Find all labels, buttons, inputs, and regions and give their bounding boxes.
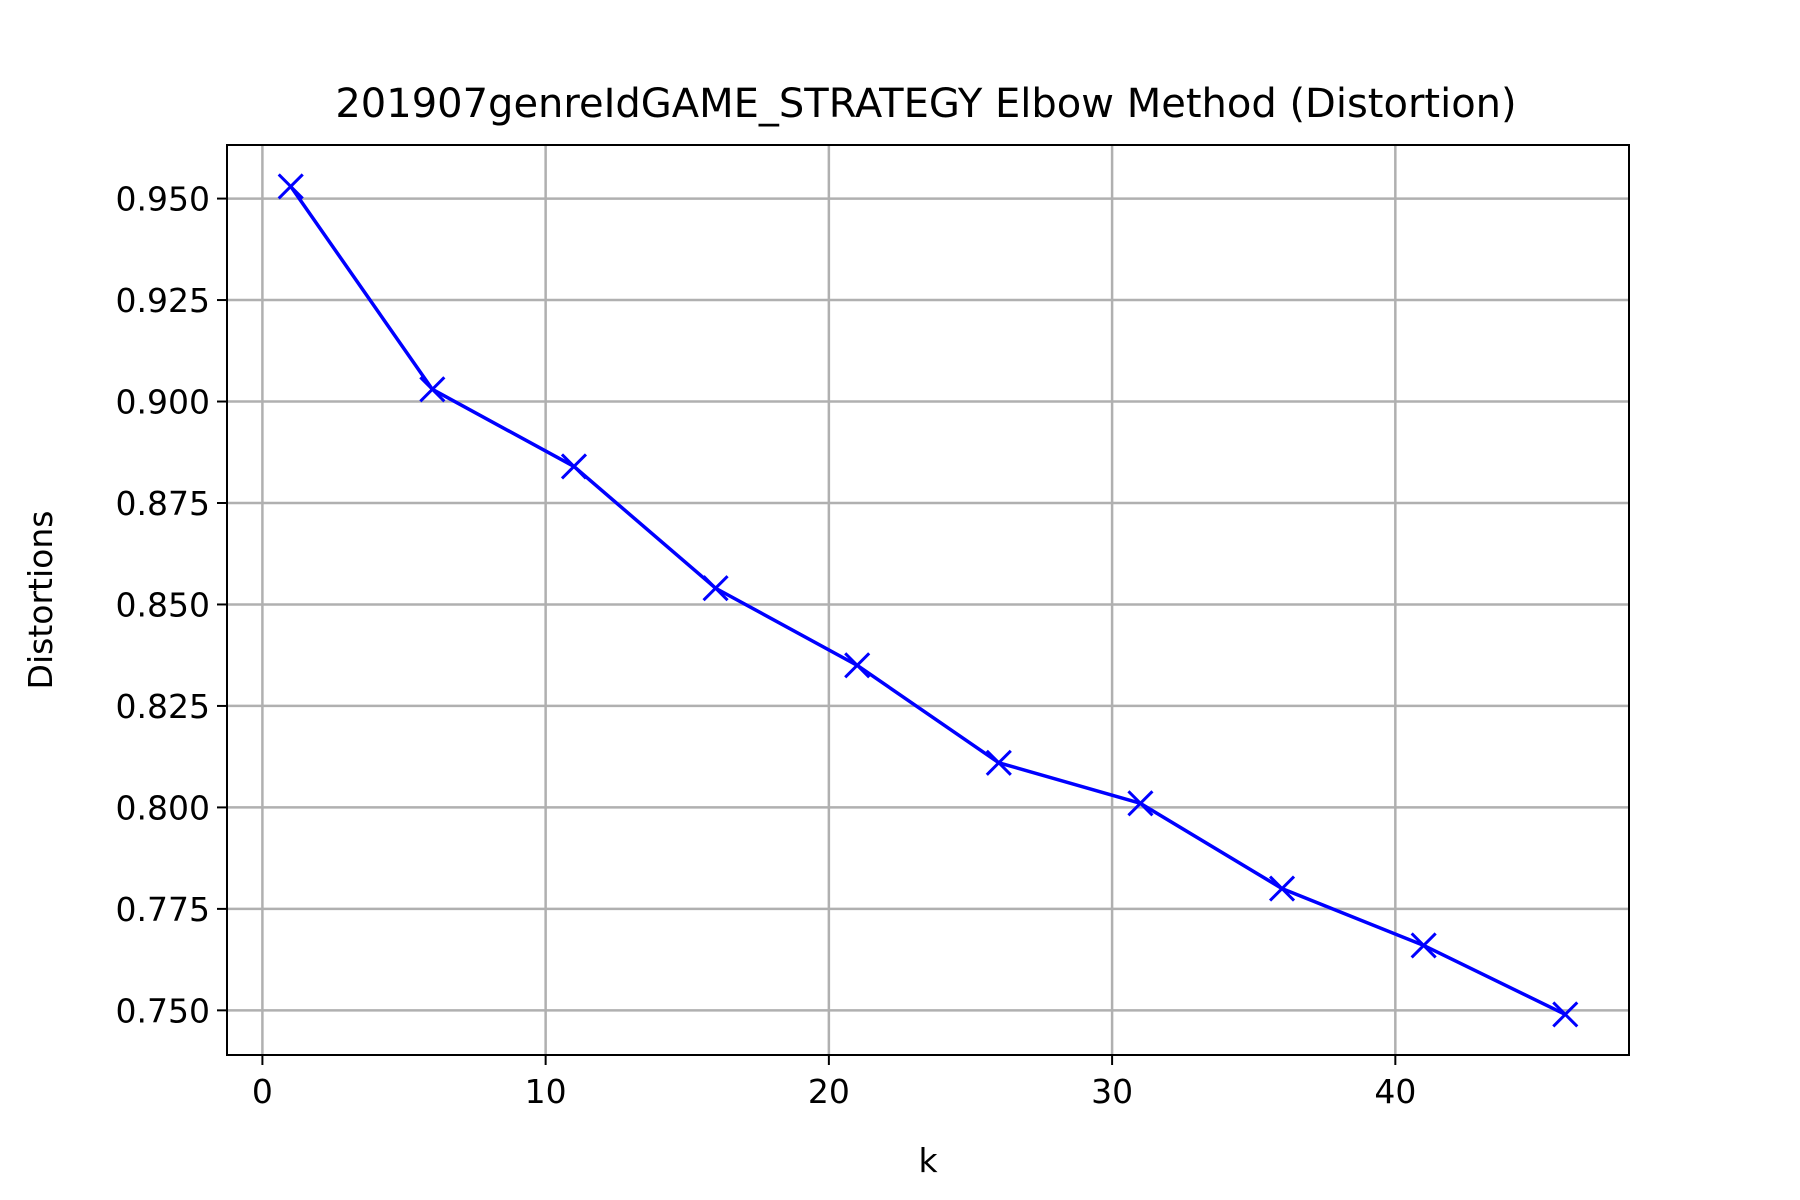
x-tick-label: 40 — [1374, 1072, 1416, 1111]
x-tick-label: 10 — [525, 1072, 567, 1111]
data-point-marker — [844, 652, 871, 679]
series-line — [289, 185, 1567, 1016]
y-tick-label: 0.850 — [116, 585, 210, 624]
y-tick-label: 0.800 — [116, 788, 210, 827]
data-point-marker — [1552, 1001, 1579, 1028]
y-tick-label: 0.925 — [116, 281, 210, 320]
x-axis-label: k — [918, 1141, 938, 1180]
x-tick-label: 30 — [1091, 1072, 1133, 1111]
data-point-marker — [702, 575, 729, 602]
y-tick-label: 0.750 — [116, 991, 210, 1030]
y-tick-label: 0.900 — [116, 383, 210, 422]
x-axis-ticks: 0 10 20 30 40 — [252, 1055, 1416, 1111]
y-axis-label: Distortions — [21, 511, 60, 690]
data-point-marker — [419, 376, 446, 403]
y-axis-ticks: 0.750 0.775 0.800 0.825 0.850 0.875 0.900 0.925… — [116, 180, 227, 1030]
grid — [227, 145, 1629, 1055]
y-tick-label: 0.825 — [116, 687, 210, 726]
y-tick-label: 0.775 — [116, 890, 210, 929]
data-point-marker — [1127, 790, 1154, 817]
x-tick-label: 0 — [252, 1072, 273, 1111]
y-tick-label: 0.875 — [116, 484, 210, 523]
y-tick-label: 0.950 — [116, 180, 210, 219]
data-point-marker — [560, 453, 588, 480]
series-layer — [277, 173, 1579, 1028]
data-point-marker — [1410, 932, 1437, 959]
axes-frame — [226, 144, 1630, 1056]
data-point-marker — [985, 749, 1012, 776]
data-point-marker — [1268, 875, 1296, 902]
chart-title: 201907genreIdGAME_STRATEGY Elbow Method … — [335, 81, 1516, 127]
data-point-marker — [277, 173, 304, 200]
x-tick-label: 20 — [808, 1072, 850, 1111]
